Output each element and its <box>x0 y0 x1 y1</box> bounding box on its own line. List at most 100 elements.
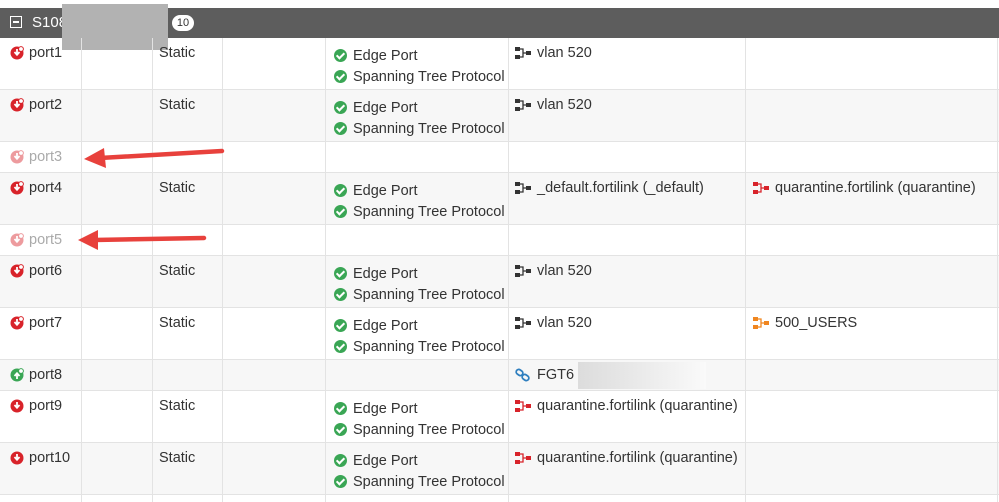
features-cell: Edge Port Spanning Tree Protocol <box>334 45 505 87</box>
native-vlan-cell[interactable]: quarantine.fortilink (quarantine) <box>515 450 738 466</box>
check-circle-icon <box>334 122 347 135</box>
port-name: port4 <box>29 180 63 196</box>
annotation-arrow-port3 <box>84 148 225 168</box>
fortilink-cell[interactable]: FGT6 <box>515 367 574 383</box>
native-vlan: vlan 520 <box>537 315 592 331</box>
quarantine-network-icon <box>515 400 531 412</box>
port-cell[interactable]: port8 <box>10 367 62 383</box>
port-cell[interactable]: port5 <box>10 232 62 248</box>
table-row[interactable]: port10 Static Edge Port Spanning Tree Pr… <box>0 443 999 495</box>
port-name: port1 <box>29 45 63 61</box>
check-circle-icon <box>334 454 347 467</box>
check-circle-icon <box>334 101 347 114</box>
stp-label: Spanning Tree Protocol <box>353 68 505 85</box>
port-cell[interactable]: port10 <box>10 450 70 466</box>
port-down-icon <box>10 399 24 413</box>
switch-name: S108 <box>32 14 68 31</box>
collapse-icon[interactable] <box>10 16 22 28</box>
check-circle-icon <box>334 267 347 280</box>
link-icon <box>515 368 530 382</box>
table-row[interactable]: port6 Static Edge Port Spanning Tree Pro… <box>0 256 999 308</box>
port-name: port3 <box>29 149 63 165</box>
edge-port-label: Edge Port <box>353 317 418 334</box>
port-mode: Static <box>159 180 196 196</box>
allowed-vlan-cell[interactable]: quarantine.fortilink (quarantine) <box>753 180 976 196</box>
port-count-badge: 10 <box>172 15 194 31</box>
redaction-box <box>62 4 168 50</box>
port-name: port5 <box>29 232 63 248</box>
port-down-icon <box>10 316 24 330</box>
edge-port-label: Edge Port <box>353 47 418 64</box>
port-down-icon <box>10 451 24 465</box>
table-row[interactable]: port9 Static Edge Port Spanning Tree Pro… <box>0 391 999 443</box>
native-vlan: quarantine.fortilink (quarantine) <box>537 450 738 466</box>
native-vlan-cell[interactable]: vlan 520 <box>515 263 592 279</box>
check-circle-icon <box>334 475 347 488</box>
port-mode: Static <box>159 315 196 331</box>
port-name: port6 <box>29 263 63 279</box>
edge-port-label: Edge Port <box>353 182 418 199</box>
port-down-icon <box>10 46 24 60</box>
check-circle-icon <box>334 205 347 218</box>
table-row[interactable]: port1 Static Edge Port Spanning Tree Pro… <box>0 38 999 90</box>
stp-label: Spanning Tree Protocol <box>353 473 505 490</box>
table-row[interactable]: port7 Static Edge Port Spanning Tree Pro… <box>0 308 999 360</box>
table-row[interactable]: port8 FGT6 <box>0 360 999 391</box>
native-vlan: vlan 520 <box>537 45 592 61</box>
check-circle-icon <box>334 340 347 353</box>
network-icon <box>515 47 531 59</box>
check-circle-icon <box>334 402 347 415</box>
native-vlan: vlan 520 <box>537 263 592 279</box>
check-circle-icon <box>334 70 347 83</box>
column-divider <box>508 38 509 502</box>
allowed-vlan: quarantine.fortilink (quarantine) <box>775 180 976 196</box>
port-mode: Static <box>159 97 196 113</box>
port-cell[interactable]: port1 <box>10 45 62 61</box>
quarantine-network-icon <box>515 452 531 464</box>
port-cell[interactable]: port9 <box>10 398 62 414</box>
annotation-arrow-port5 <box>78 230 207 250</box>
table-row[interactable]: port3 <box>0 142 999 173</box>
check-circle-icon <box>334 288 347 301</box>
features-cell: Edge Port Spanning Tree Protocol <box>334 315 505 357</box>
port-cell[interactable]: port4 <box>10 180 62 196</box>
column-divider <box>81 38 82 502</box>
native-vlan-cell[interactable]: quarantine.fortilink (quarantine) <box>515 398 738 414</box>
port-cell[interactable]: port3 <box>10 149 62 165</box>
native-vlan-cell[interactable]: vlan 520 <box>515 315 592 331</box>
port-cell[interactable]: port7 <box>10 315 62 331</box>
allowed-vlan: 500_USERS <box>775 315 858 331</box>
stp-label: Spanning Tree Protocol <box>353 421 505 438</box>
users-network-icon <box>753 317 769 329</box>
column-divider <box>745 38 746 502</box>
network-icon <box>515 99 531 111</box>
table-row[interactable]: port5 <box>0 225 999 256</box>
port-down-icon <box>10 264 24 278</box>
table-row[interactable]: port2 Static Edge Port Spanning Tree Pro… <box>0 90 999 142</box>
allowed-vlan-cell[interactable]: 500_USERS <box>753 315 857 331</box>
stp-label: Spanning Tree Protocol <box>353 120 505 137</box>
check-circle-icon <box>334 423 347 436</box>
check-circle-icon <box>334 49 347 62</box>
table-row[interactable]: port4 Static Edge Port Spanning Tree Pro… <box>0 173 999 225</box>
native-vlan-cell[interactable]: _default.fortilink (_default) <box>515 180 704 196</box>
port-down-icon <box>10 98 24 112</box>
native-vlan: quarantine.fortilink (quarantine) <box>537 398 738 414</box>
port-name: port8 <box>29 367 63 383</box>
port-up-icon <box>10 368 24 382</box>
check-circle-icon <box>334 184 347 197</box>
port-name: port7 <box>29 315 63 331</box>
edge-port-label: Edge Port <box>353 265 418 282</box>
native-vlan-cell[interactable]: vlan 520 <box>515 97 592 113</box>
features-cell: Edge Port Spanning Tree Protocol <box>334 450 505 492</box>
column-divider <box>997 38 998 502</box>
native-vlan: vlan 520 <box>537 97 592 113</box>
features-cell: Edge Port Spanning Tree Protocol <box>334 398 505 440</box>
port-table: port1 Static Edge Port Spanning Tree Pro… <box>0 38 999 502</box>
port-cell[interactable]: port2 <box>10 97 62 113</box>
native-vlan-cell[interactable]: vlan 520 <box>515 45 592 61</box>
network-icon <box>515 182 531 194</box>
edge-port-label: Edge Port <box>353 99 418 116</box>
check-circle-icon <box>334 319 347 332</box>
port-cell[interactable]: port6 <box>10 263 62 279</box>
